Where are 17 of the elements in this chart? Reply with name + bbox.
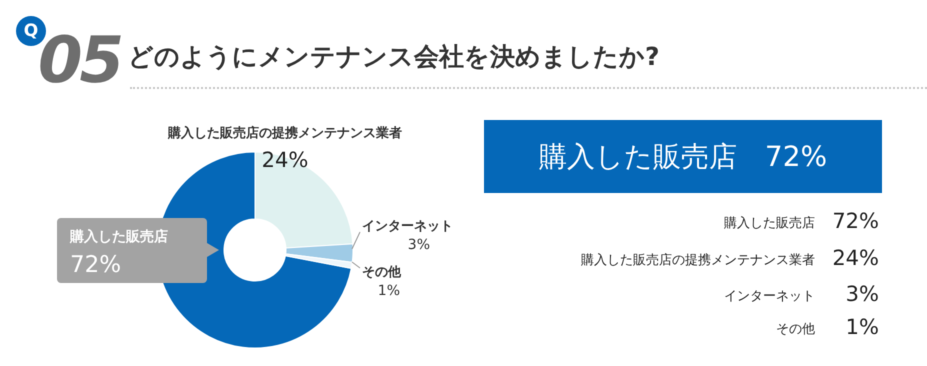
text: 72% <box>832 209 879 233</box>
text: 24% <box>832 246 879 270</box>
slice-label: インターネット <box>362 219 453 234</box>
category-label: その他 <box>776 322 815 337</box>
data-label: 3% <box>408 237 430 253</box>
slice-label: 購入した販売店の提携メンテナンス業者 <box>167 125 402 141</box>
category-label: 購入した販売店 <box>724 216 815 231</box>
category-label: 購入した販売店の提携メンテナンス業者 <box>581 253 815 268</box>
slice-label: 購入した販売店 <box>70 228 168 246</box>
slice-label: その他 <box>362 265 402 280</box>
text: 1% <box>846 315 879 339</box>
data-label: 72% <box>70 252 122 278</box>
category-label: インターネット <box>724 289 815 304</box>
data-label: 24% <box>262 148 308 172</box>
text: 3% <box>846 282 879 306</box>
data-label: 1% <box>378 283 400 299</box>
chart-title: どのようにメンテナンス会社を決めましたか? <box>128 41 660 73</box>
